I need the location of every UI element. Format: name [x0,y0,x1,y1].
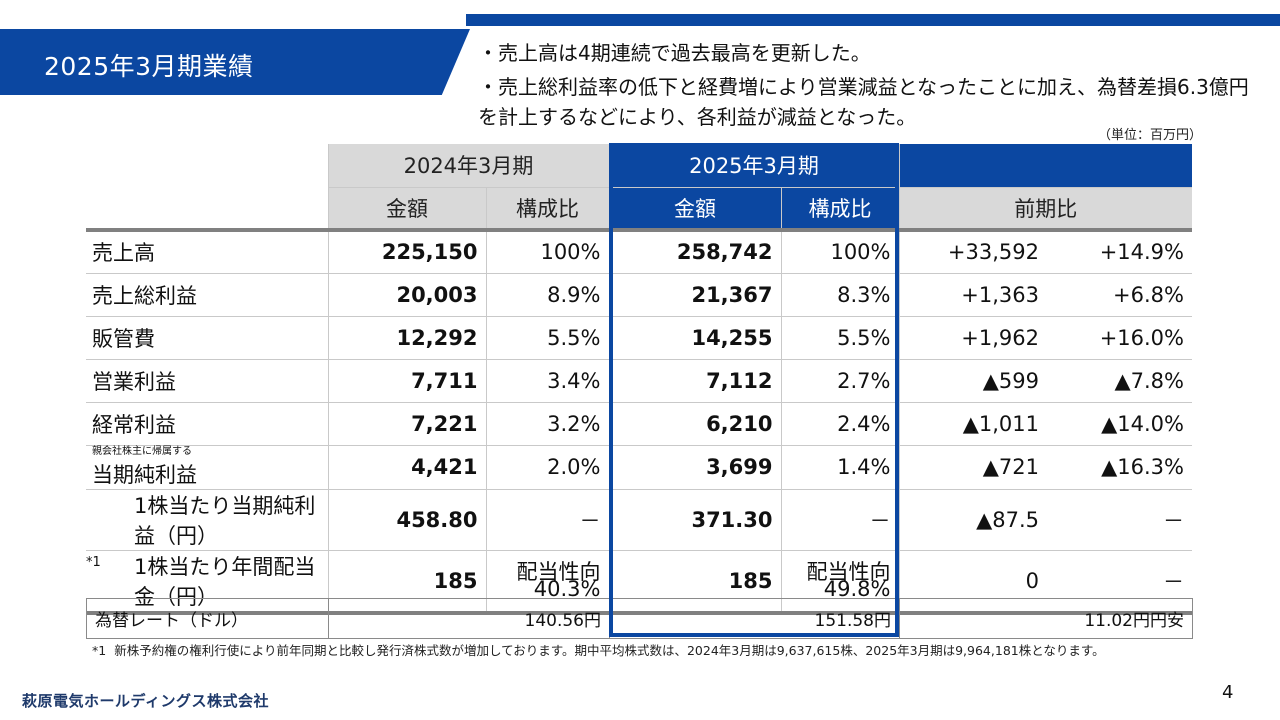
period-header-row: 2024年3月期 2025年3月期 [86,144,1192,188]
footnote-mark: *1 [86,554,101,570]
row-label: 売上高 [86,228,328,274]
prev-ratio: 100% [485,228,609,274]
yoy-diff: +33,592 [898,228,1047,274]
table-row: 販管費 12,292 5.5% 14,255 5.5% +1,962 +16.0… [86,316,1192,360]
curr-amount: 6,210 [608,402,781,446]
curr-amount: 3,699 [608,445,781,490]
fx-label: 為替レート（ドル） [86,598,329,639]
table-row: 経常利益 7,221 3.2% 6,210 2.4% ▲1,011 ▲14.0% [86,402,1192,446]
yoy-pct: ▲7.8% [1047,359,1192,403]
curr-ratio: 100% [780,228,899,274]
yoy-pct: ▲16.3% [1047,445,1192,490]
prev-amount: 20,003 [327,273,486,317]
row-label: 販管費 [86,316,328,360]
curr-ratio: － [780,489,899,551]
fx-row: 為替レート（ドル） 140.56円 151.58円 11.02円円安 [86,598,1193,639]
prev-ratio: 3.2% [485,402,609,446]
row-label: 売上総利益 [86,273,328,317]
period-prev-header: 2024年3月期 [327,144,609,188]
fx-curr: 151.58円 [609,598,900,639]
footnote-text: 新株予約権の権利行使により前年同期と比較し発行済株式数が増加しております。期中平… [114,643,1105,658]
col-prev-ratio: 構成比 [485,187,609,231]
yoy-diff: ▲599 [898,359,1047,403]
col-prev-amount: 金額 [327,187,486,231]
table-row: 売上高 225,150 100% 258,742 100% +33,592 +1… [86,228,1192,274]
yoy-diff: +1,363 [898,273,1047,317]
payout-value: 49.8% [823,576,891,601]
curr-amount: 14,255 [608,316,781,360]
curr-ratio: 2.4% [780,402,899,446]
fx-diff: 11.02円円安 [899,598,1193,639]
row-label: 経常利益 [86,402,328,446]
prev-amount: 4,421 [327,445,486,490]
yoy-pct: － [1047,489,1192,551]
title-band [0,29,470,95]
fx-prev: 140.56円 [328,598,610,639]
table-row: 親会社株主に帰属する 当期純利益 4,421 2.0% 3,699 1.4% ▲… [86,445,1192,490]
company-logo: 萩原電気ホールディングス株式会社 [22,692,269,710]
payout-label: 配当性向 [806,559,891,584]
row-label: 1株当たり当期純利益（円） [86,489,328,551]
fx-rate-table: 為替レート（ドル） 140.56円 151.58円 11.02円円安 [86,598,1193,639]
prev-ratio: 2.0% [485,445,609,490]
table-row: 売上総利益 20,003 8.9% 21,367 8.3% +1,363 +6.… [86,273,1192,317]
col-curr-amount: 金額 [608,187,781,231]
row-label: 当期純利益 [92,462,197,487]
curr-ratio: 1.4% [780,445,899,490]
yoy-diff: ▲87.5 [898,489,1047,551]
prev-ratio: 3.4% [485,359,609,403]
yoy-pct: +6.8% [1047,273,1192,317]
prev-ratio: － [485,489,609,551]
page-number: 4 [1222,682,1234,703]
row-sublabel: 親会社株主に帰属する [92,445,192,457]
curr-amount: 258,742 [608,228,781,274]
yoy-diff: ▲721 [898,445,1047,490]
yoy-header-top [898,144,1192,188]
footnote: *1 新株予約権の権利行使により前年同期と比較し発行済株式数が増加しております。期… [92,643,1182,658]
bullet-sales-record: ・売上高は4期連続で過去最高を更新した。 [478,41,871,65]
period-curr-header: 2025年3月期 [608,144,899,188]
header-blank [86,144,328,187]
prev-amount: 7,711 [327,359,486,403]
col-curr-ratio: 構成比 [780,187,899,231]
footnote-mark: *1 [92,643,107,658]
curr-amount: 21,367 [608,273,781,317]
yoy-diff: +1,962 [898,316,1047,360]
curr-ratio: 2.7% [780,359,899,403]
prev-amount: 225,150 [327,228,486,274]
header-blank-2 [86,187,328,230]
results-table: 2024年3月期 2025年3月期 金額 構成比 金額 構成比 前期比 売上高 … [86,144,1192,615]
yoy-pct: +16.0% [1047,316,1192,360]
page-title: 2025年3月期業績 [44,52,254,81]
curr-ratio: 8.3% [780,273,899,317]
summary-bullets: ・売上高は4期連続で過去最高を更新した。 ・売上総利益率の低下と経費増により営業… [478,38,1268,132]
prev-amount: 12,292 [327,316,486,360]
prev-ratio: 8.9% [485,273,609,317]
row-label-net-income: 親会社株主に帰属する 当期純利益 [86,445,328,490]
yoy-pct: ▲14.0% [1047,402,1192,446]
col-yoy: 前期比 [898,187,1192,231]
unit-label: （単位：百万円） [1098,128,1203,143]
top-accent-bar [466,14,1280,26]
prev-ratio: 5.5% [485,316,609,360]
curr-amount: 7,112 [608,359,781,403]
payout-value: 40.3% [533,576,601,601]
yoy-pct: +14.9% [1047,228,1192,274]
bullet-profit-decline: ・売上総利益率の低下と経費増により営業減益となったことに加え、為替差損6.3億円… [478,75,1249,129]
table-row: 1株当たり当期純利益（円） 458.80 － 371.30 － ▲87.5 － [86,489,1192,551]
column-header-row: 金額 構成比 金額 構成比 前期比 [86,187,1192,231]
payout-label: 配当性向 [516,559,601,584]
table-row: 営業利益 7,711 3.4% 7,112 2.7% ▲599 ▲7.8% [86,359,1192,403]
prev-amount: 458.80 [327,489,486,551]
curr-amount: 371.30 [608,489,781,551]
prev-amount: 7,221 [327,402,486,446]
curr-ratio: 5.5% [780,316,899,360]
yoy-diff: ▲1,011 [898,402,1047,446]
row-label: 営業利益 [86,359,328,403]
